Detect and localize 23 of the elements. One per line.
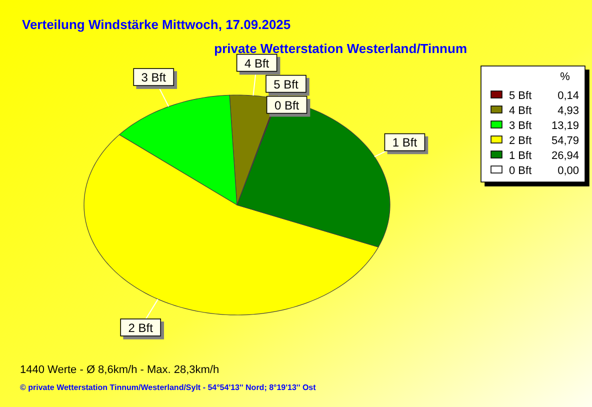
- chart-title: Verteilung Windstärke Mittwoch, 17.09.2025: [22, 17, 291, 32]
- legend-label: 5 Bft: [509, 90, 532, 102]
- data-label: 13,19: [551, 120, 579, 132]
- data-label: 26,94: [551, 150, 579, 162]
- slice-label: 1 Bft: [392, 136, 418, 150]
- slice-label: 3 Bft: [141, 70, 167, 85]
- data-label: 0,14: [558, 90, 579, 102]
- category-label: 0 Bft: [274, 98, 300, 112]
- slice-label: 2 Bft: [128, 320, 154, 335]
- slice-label: 4 Bft: [244, 56, 270, 70]
- slice-label: 5 Bft: [274, 77, 299, 92]
- data-label: 54,79: [551, 135, 579, 147]
- chart-subtitle: private Wetterstation Westerland/Tinnum: [214, 41, 467, 56]
- text: 1440 Werte - Ø 8,6km/h - Max. 28,3km/h: [20, 364, 220, 376]
- legend-label: 0 Bft: [509, 165, 532, 177]
- legend-label: 1 Bft: [509, 150, 532, 162]
- legend-label: 4 Bft: [509, 105, 532, 117]
- data-label: 4,93: [558, 105, 579, 117]
- legend-title: %: [560, 71, 570, 83]
- slice-label: 2 Bft: [509, 135, 532, 147]
- legend-label: 3 Bft: [509, 120, 532, 132]
- text: © private Wetterstation Tinnum/Westerland/Sylt - 54°54'13'' Nord; 8°19'13'' Ost: [20, 383, 316, 392]
- text: 0,00: [558, 165, 579, 177]
